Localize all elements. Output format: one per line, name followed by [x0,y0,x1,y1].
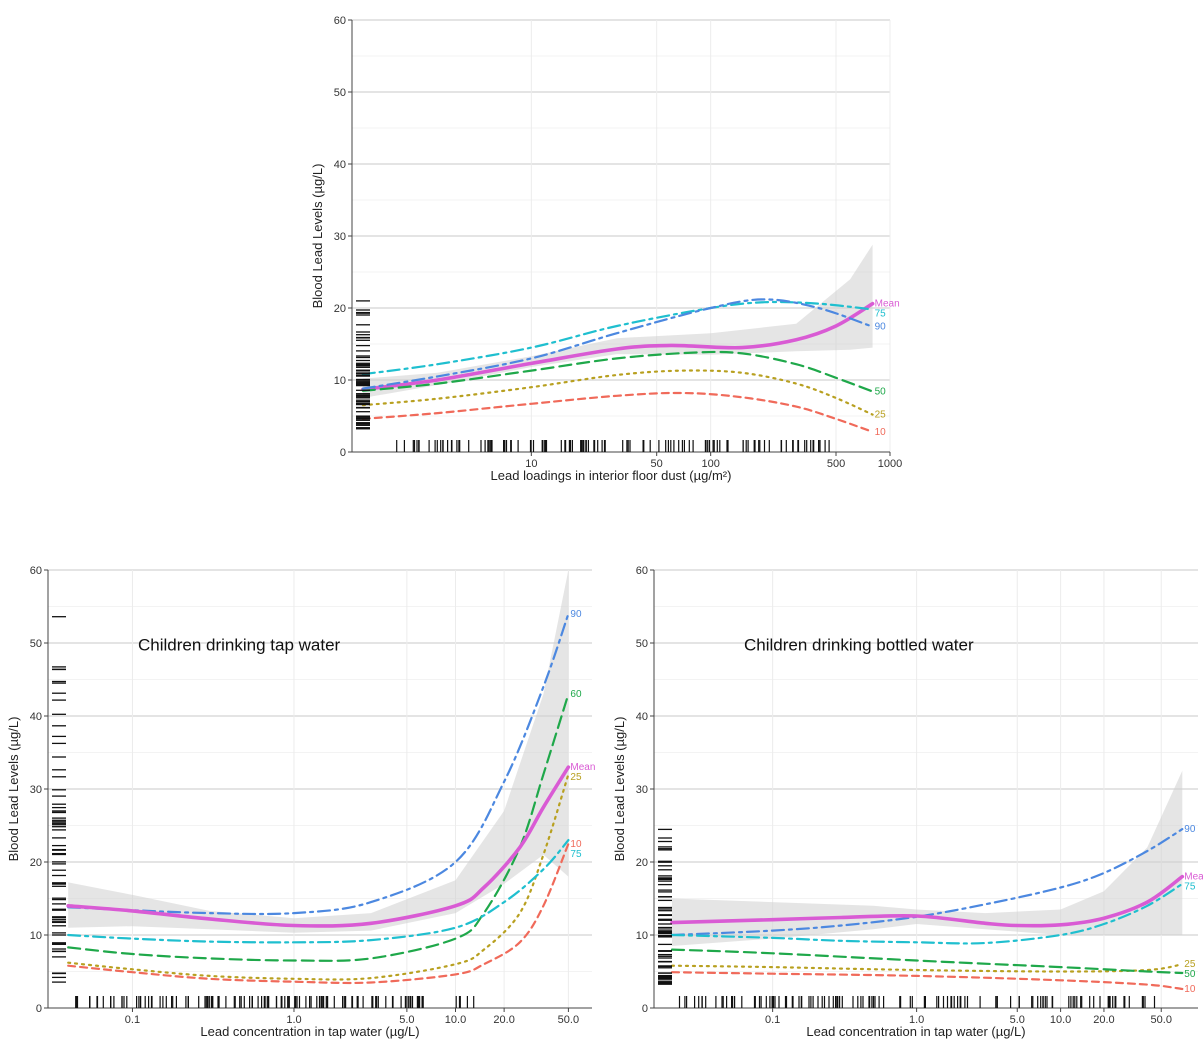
y-tick-label: 0 [36,1003,42,1015]
series-line-75 [67,839,570,944]
series-line-60 [67,693,570,962]
series-end-label: 75 [570,849,582,860]
x-tick-label: 50.0 [558,1014,579,1026]
series-end-label: 10 [875,427,887,438]
series-end-label: Mean [875,299,900,310]
series-end-label: 25 [1184,959,1196,970]
series-end-label: 50 [875,387,887,398]
series-line-25 [670,963,1184,973]
x-tick-label: 10.0 [1050,1014,1071,1026]
series-line-10 [67,842,570,985]
x-tick-label: 500 [827,458,845,470]
series-end-label: Mean [570,762,595,773]
x-tick-label: 5.0 [399,1014,414,1026]
series-end-label: 25 [875,410,887,421]
series-line-25 [67,773,570,981]
y-axis-title: Blood Lead Levels (µg/L) [310,164,325,309]
x-tick-label: 10 [525,458,537,470]
y-tick-label: 0 [642,1003,648,1015]
y-tick-label: 60 [636,565,648,577]
x-tick-label: 0.1 [765,1014,780,1026]
series-end-label: Mean [1184,872,1203,883]
x-tick-label: 1.0 [286,1014,301,1026]
y-tick-label: 10 [334,375,346,387]
series-end-label: 50 [1184,969,1196,980]
series-line-25 [361,369,874,416]
y-tick-label: 30 [334,231,346,243]
series-line-90 [67,612,570,916]
y-tick-label: 10 [30,930,42,942]
x-tick-label: 20.0 [493,1014,514,1026]
series-line-75 [361,300,874,376]
y-tick-label: 20 [636,857,648,869]
panel-annotation: Children drinking tap water [138,635,341,654]
y-tick-label: 50 [30,638,42,650]
series-line-90 [670,828,1184,937]
series-end-label: 60 [570,689,582,700]
series-line-mean [361,301,875,392]
series-line-mean [670,874,1185,928]
y-tick-label: 40 [30,711,42,723]
x-tick-label: 100 [701,458,719,470]
confidence-band [672,770,1183,946]
y-tick-label: 20 [30,857,42,869]
series-end-label: 75 [1184,882,1196,893]
x-tick-label: 5.0 [1010,1014,1025,1026]
y-tick-label: 50 [334,87,346,99]
x-tick-label: 0.1 [125,1014,140,1026]
series-end-label: 75 [875,309,887,320]
y-tick-label: 0 [340,447,346,459]
series-line-50 [670,948,1184,975]
series-line-50 [361,350,874,393]
series-end-label: 90 [875,322,887,333]
series-line-90 [361,298,874,390]
series-end-label: 10 [570,839,582,850]
y-tick-label: 60 [334,15,346,27]
x-tick-label: 1.0 [909,1014,924,1026]
y-axis-title: Blood Lead Levels (µg/L) [6,717,21,862]
series-end-label: 25 [570,772,582,783]
chart-panel-2: 0 10 20 30 40 50 60 0.1 1.0 5.0 10.0 20.0 50.0 Lead c… [6,565,595,1039]
series-line-mean [66,765,571,928]
x-tick-label: 10.0 [445,1014,466,1026]
y-tick-label: 50 [636,638,648,650]
series-end-label: 90 [570,609,582,620]
x-axis-title: Lead loadings in interior floor dust (µg… [491,468,732,483]
y-tick-label: 60 [30,565,42,577]
x-tick-label: 20.0 [1093,1014,1114,1026]
x-axis-title: Lead concentration in tap water (µg/L) [806,1024,1025,1039]
y-tick-label: 30 [636,784,648,796]
chart-panel-3: 0 10 20 30 40 50 60 0.1 1.0 5.0 10.0 20.0 50.0 Lead c… [612,565,1203,1039]
y-tick-label: 10 [636,930,648,942]
y-tick-label: 20 [334,303,346,315]
series-end-label: 10 [1184,984,1196,995]
y-axis-title: Blood Lead Levels (µg/L) [612,717,627,862]
y-tick-label: 40 [334,159,346,171]
chart-panel-1: 0 10 20 30 40 50 60 10 50 100 500 1000 Lead loadings… [310,15,902,483]
x-axis-title: Lead concentration in tap water (µg/L) [200,1024,419,1039]
series-line-75 [670,882,1184,945]
series-line-10 [670,971,1184,991]
confidence-band [68,570,569,933]
series-line-10 [361,391,874,433]
x-tick-label: 50.0 [1151,1014,1172,1026]
y-tick-label: 30 [30,784,42,796]
panel-annotation: Children drinking bottled water [744,635,974,654]
x-tick-label: 1000 [878,458,902,470]
y-tick-label: 40 [636,711,648,723]
x-tick-label: 50 [651,458,663,470]
series-end-label: 90 [1184,824,1196,835]
